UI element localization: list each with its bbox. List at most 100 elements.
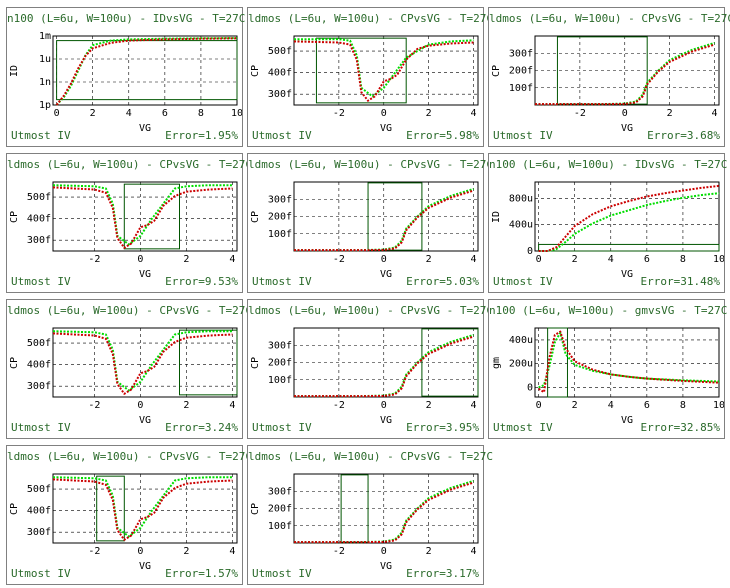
chart-panel: n100 (L=6u, W=100u) - IDvsVG - T=27C Utmo… — [488, 153, 728, 293]
x-axis-label: VG — [379, 269, 393, 280]
y-tick-label: 200f — [509, 66, 533, 77]
y-tick-label: 500f — [27, 192, 51, 203]
x-tick-label: 0 — [536, 254, 542, 265]
x-tick-label: 0 — [381, 400, 387, 411]
x-tick-label: 10 — [713, 400, 724, 411]
x-tick-label: -2 — [333, 108, 345, 119]
x-tick-label: 2 — [183, 546, 189, 557]
footer-left-label: Utmost IV — [252, 421, 312, 434]
y-tick-label: 400u — [509, 335, 533, 346]
x-tick-label: 2 — [426, 108, 432, 119]
x-tick-label: 6 — [644, 400, 650, 411]
x-tick-label: -2 — [333, 546, 345, 557]
y-tick-label: 100f — [268, 375, 292, 386]
plot-frame — [52, 473, 238, 544]
footer-left-label: Utmost IV — [11, 129, 71, 142]
x-tick-label: 2 — [426, 546, 432, 557]
y-tick-label: 200u — [509, 359, 533, 370]
y-tick-label: 1p — [39, 100, 51, 111]
x-tick-label: 4 — [470, 254, 476, 265]
chart-panel: n100 (L=6u, W=100u) - gmvsVG - T=27C Utmo… — [488, 299, 728, 439]
chart-plot: -2 0 2 4 300f 200f 100f — [268, 327, 479, 411]
error-label: Error=32.85% — [640, 421, 720, 434]
chart-title: ldmos (L=6u, W=100u) - CPvsVG - T=27C — [7, 450, 253, 463]
y-tick-label: 300f — [27, 527, 51, 538]
y-tick-label: 300f — [268, 194, 292, 205]
x-tick-label: 4 — [229, 254, 235, 265]
x-tick-label: 0 — [381, 254, 387, 265]
x-tick-label: 4 — [126, 108, 132, 119]
y-tick-label: 800u — [509, 193, 533, 204]
series-line-meas — [294, 481, 474, 544]
y-tick-label: 500f — [268, 46, 292, 57]
y-tick-label: 300f — [268, 89, 292, 100]
fit-window — [96, 475, 125, 542]
fit-window — [538, 243, 720, 252]
y-tick-label: 500f — [27, 338, 51, 349]
x-tick-label: -2 — [333, 400, 345, 411]
y-tick-label: 300f — [27, 235, 51, 246]
x-tick-label: 4 — [470, 546, 476, 557]
chart-plot: 0 2 4 6 8 10 1m 1u 1n 1p — [39, 31, 242, 119]
footer-left-label: Utmost IV — [493, 275, 553, 288]
x-axis-label: VG — [138, 123, 152, 134]
plot-frame — [293, 35, 479, 106]
series-line-sim — [55, 37, 238, 106]
series-line-meas — [55, 37, 238, 106]
fit-window — [315, 37, 407, 104]
x-tick-label: 8 — [680, 400, 686, 411]
chart-plot: -2 0 2 4 500f 400f 300f — [268, 35, 479, 119]
fit-window — [179, 329, 238, 396]
y-tick-label: 300f — [268, 340, 292, 351]
chart-title: n100 (L=6u, W=100u) - IDvsVG - T=27C — [7, 12, 246, 25]
y-tick-label: 200f — [268, 212, 292, 223]
footer-left-label: Utmost IV — [493, 129, 553, 142]
x-tick-label: 0 — [137, 546, 143, 557]
series-line-sim — [538, 192, 720, 252]
chart-title: ldmos (L=6u, W=100u) - CPvsVG - T=27C — [248, 12, 494, 25]
x-axis-label: VG — [620, 415, 634, 426]
chart-title: ldmos (L=6u, W=100u) - CPvsVG - T=27C — [248, 450, 494, 463]
x-tick-label: -2 — [574, 108, 586, 119]
x-tick-label: -2 — [88, 546, 100, 557]
x-tick-label: 4 — [608, 254, 614, 265]
y-tick-label: 400f — [268, 68, 292, 79]
x-axis-label: VG — [620, 269, 634, 280]
chart-title: n100 (L=6u, W=100u) - IDvsVG - T=27C — [489, 158, 728, 171]
series-line-sim — [538, 331, 720, 389]
x-tick-label: 4 — [470, 108, 476, 119]
chart-title: ldmos (L=6u, W=100u) - CPvsVG - T=27C — [7, 158, 253, 171]
chart-panel: ldmos (L=6u, W=100u) - CPvsVG - T=27C Utm… — [247, 299, 493, 439]
x-tick-label: 0 — [536, 400, 542, 411]
chart-panel: n100 (L=6u, W=100u) - IDvsVG - T=27C Utmo… — [6, 7, 246, 147]
series-line-meas — [293, 40, 474, 102]
x-tick-label: 4 — [711, 108, 717, 119]
footer-left-label: Utmost IV — [252, 567, 312, 580]
x-tick-label: 10 — [231, 108, 242, 119]
x-tick-label: 2 — [426, 254, 432, 265]
error-label: Error=5.98% — [406, 129, 479, 142]
x-tick-label: 0 — [137, 254, 143, 265]
chart-title: n100 (L=6u, W=100u) - gmvsVG - T=27C — [489, 304, 728, 317]
x-tick-label: 0 — [381, 546, 387, 557]
x-tick-label: -2 — [88, 254, 100, 265]
x-tick-label: -2 — [333, 254, 345, 265]
x-tick-label: 2 — [183, 400, 189, 411]
y-tick-label: 100f — [268, 229, 292, 240]
y-tick-label: 0 — [527, 246, 533, 257]
x-tick-label: 4 — [229, 400, 235, 411]
chart-panel: ldmos (L=6u, W=100u) - CPvsVG - T=27C Utm… — [488, 7, 730, 147]
error-label: Error=1.57% — [165, 567, 238, 580]
y-tick-label: 1n — [39, 77, 51, 88]
chart-plot: -2 0 2 4 300f 200f 100f — [268, 473, 479, 557]
chart-title: ldmos (L=6u, W=100u) - CPvsVG - T=27C — [248, 158, 494, 171]
plot-frame — [52, 35, 238, 106]
x-axis-label: VG — [138, 269, 152, 280]
y-tick-label: 1u — [39, 54, 51, 65]
y-tick-label: 200f — [268, 358, 292, 369]
footer-left-label: Utmost IV — [493, 421, 553, 434]
footer-left-label: Utmost IV — [11, 567, 71, 580]
x-tick-label: 10 — [713, 254, 724, 265]
y-tick-label: 100f — [509, 83, 533, 94]
